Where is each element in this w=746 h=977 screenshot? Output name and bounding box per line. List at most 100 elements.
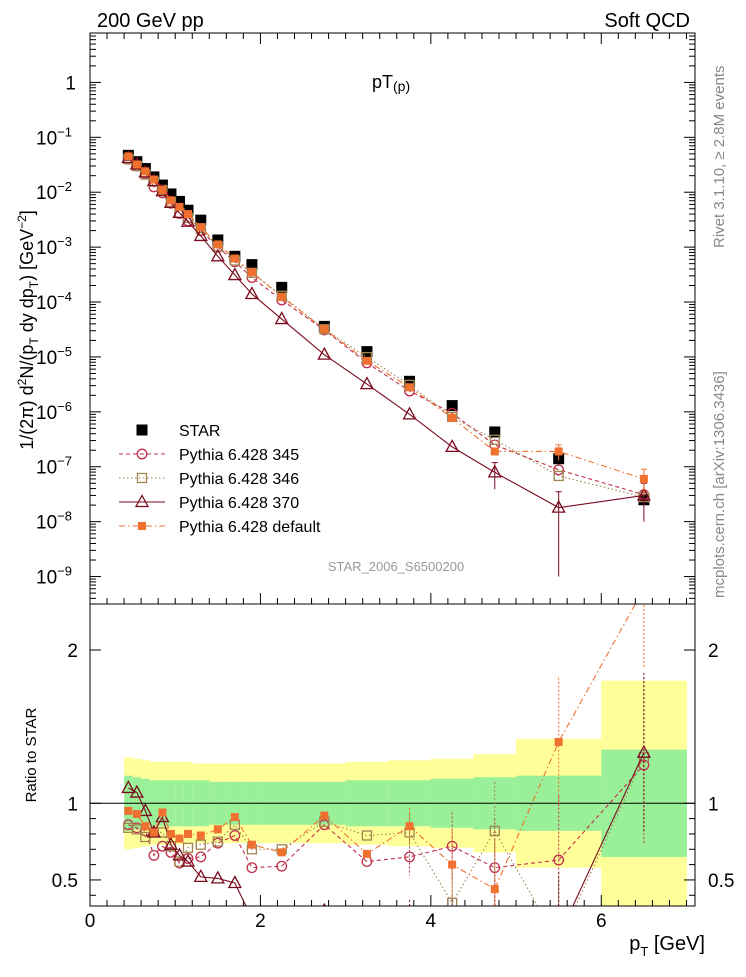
data-point <box>359 376 375 390</box>
ratio-point <box>446 922 458 933</box>
ratio-point <box>489 922 501 933</box>
data-point <box>132 160 141 169</box>
data-point <box>196 223 205 232</box>
ratio-point <box>149 828 158 837</box>
ratio-point <box>230 813 239 822</box>
y-tick-label: 10−3 <box>36 234 72 259</box>
chart-title: pT(p) <box>372 72 410 94</box>
data-point <box>487 464 502 478</box>
data-point <box>446 400 458 412</box>
ratio-point <box>553 930 565 941</box>
ratio-point <box>361 910 373 921</box>
ratio-line <box>128 604 636 890</box>
ratio-point <box>404 912 416 923</box>
legend-marker <box>138 522 146 530</box>
analysis-label: STAR_2006_S6500200 <box>328 559 464 574</box>
data-point <box>247 268 256 277</box>
data-point <box>141 167 150 176</box>
data-point <box>213 240 222 249</box>
x-tick-labels: 0 2 4 6 <box>85 911 607 932</box>
data-point <box>490 447 499 456</box>
data-point <box>183 210 192 219</box>
main-panel: 1 10−1 10−2 10−3 10−4 10−5 10−6 10−7 10−8 10−9 pT… <box>36 32 696 605</box>
ratio-tick-label-left: 1 <box>67 794 78 815</box>
data-point <box>244 286 259 300</box>
ratio-tick-label-right: 1 <box>708 794 719 815</box>
ratio-point <box>141 822 150 831</box>
y-axis-label: 1/(2π) d2N/(pT dy dpT) [GeV−2] <box>15 210 41 450</box>
legend-item: STAR <box>136 423 220 440</box>
data-point <box>553 470 564 482</box>
ratio-point <box>404 851 415 863</box>
data-point <box>319 324 330 335</box>
legend: STAR Pythia 6.428 345 Pythia 6.428 346 Pyth… <box>119 423 321 536</box>
ratio-point <box>138 803 153 817</box>
legend-label: Pythia 6.428 370 <box>179 495 299 512</box>
ratio-point <box>210 870 225 884</box>
x-axis-label-main: p <box>629 933 640 955</box>
data-point <box>246 259 258 271</box>
ratio-axis-ticks <box>89 649 695 906</box>
data-point <box>489 434 500 445</box>
ratio-point <box>165 846 177 858</box>
main-y-tick-labels: 1 10−1 10−2 10−3 10−4 10−5 10−6 10−7 10−8 10−9 <box>36 73 76 588</box>
ratio-point <box>277 848 286 857</box>
ratio-point <box>362 849 371 858</box>
legend-item: Pythia 6.428 370 <box>119 494 299 512</box>
x-tick-label: 2 <box>255 911 266 932</box>
y-tick-label: 10−7 <box>36 454 72 479</box>
data-point <box>166 196 175 205</box>
ratio-point <box>129 784 144 798</box>
data-point <box>277 292 286 301</box>
legend-marker <box>136 472 148 484</box>
data-point <box>404 375 416 387</box>
rivet-version-label: Rivet 3.1.10, ≥ 2.8M events <box>711 66 728 249</box>
ratio-line <box>128 757 645 906</box>
ratio-point <box>448 860 457 869</box>
ratio-point <box>180 853 196 867</box>
x-axis-label-sub: T <box>640 944 648 959</box>
ratio-point <box>195 839 206 850</box>
y-tick-label: 1 <box>65 73 76 94</box>
data-point <box>276 281 288 293</box>
data-point <box>489 426 501 438</box>
data-point <box>402 406 417 420</box>
header-left-label: 200 GeV pp <box>97 10 204 32</box>
x-tick-label: 6 <box>596 911 607 932</box>
ratio-series-2 <box>123 677 650 947</box>
ratio-point <box>229 830 241 841</box>
ratio-tick-label-left: 2 <box>67 641 78 662</box>
ratio-tick-label-left: 0.5 <box>52 871 78 892</box>
data-point <box>195 214 207 226</box>
y-tick-label: 10−8 <box>36 509 72 534</box>
ratio-point <box>166 829 175 838</box>
x-axis-label-unit: [GeV] <box>648 933 705 955</box>
ratio-point <box>175 834 184 843</box>
ratio-tick-labels: 0.5 0.5 1 1 2 2 <box>52 641 735 892</box>
ratio-point <box>212 836 223 847</box>
main-series-group <box>121 149 651 577</box>
ratio-point <box>213 825 222 834</box>
ratio-point <box>361 830 373 841</box>
data-point <box>405 383 414 392</box>
data-point <box>445 439 460 453</box>
ratio-point <box>554 938 563 947</box>
ratio-series-4 <box>124 604 645 906</box>
chart-title-sub: (p) <box>393 78 410 94</box>
ratio-point <box>124 806 133 815</box>
legend-label: STAR <box>179 423 220 440</box>
y-tick-label: 10−9 <box>36 564 72 589</box>
ratio-y-axis-label: Ratio to STAR <box>23 707 40 802</box>
ratio-panel: 0.5 0.5 1 1 2 2 Ratio to STAR <box>23 603 735 947</box>
data-point <box>636 487 651 501</box>
data-point <box>149 175 158 184</box>
data-point <box>227 267 242 281</box>
data-point <box>553 464 565 476</box>
legend-marker <box>134 494 150 508</box>
data-point <box>274 311 289 325</box>
legend-item: Pythia 6.428 345 <box>119 447 299 464</box>
ratio-series-group <box>121 604 651 947</box>
ratio-point <box>183 829 192 838</box>
x-axis-label: pT [GeV] <box>629 933 705 959</box>
